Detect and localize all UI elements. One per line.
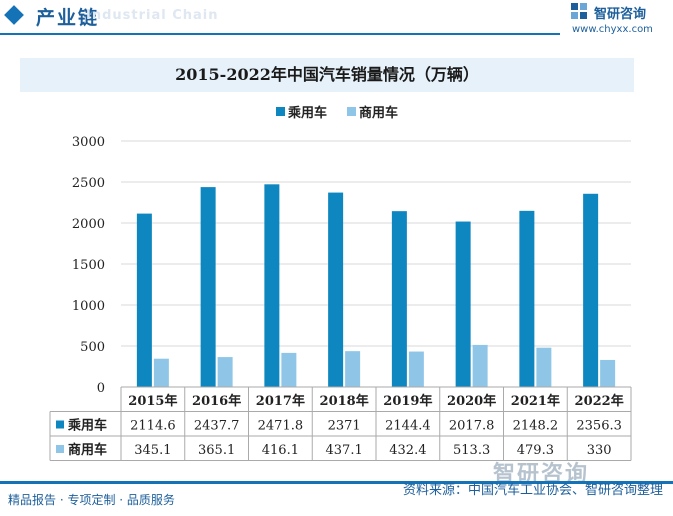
data-label: 345.1 — [134, 443, 171, 458]
source-note: 资料来源：中国汽车工业协会、智研咨询整理 — [402, 483, 663, 498]
data-label: 2148.2 — [513, 419, 559, 434]
bar — [408, 351, 424, 387]
x-tick-label: 2019年 — [383, 393, 432, 409]
legend-label: 商用车 — [359, 105, 398, 121]
bar — [153, 358, 169, 387]
x-tick-label: 2015年 — [128, 393, 177, 409]
bar — [600, 359, 616, 387]
legend-label: 乘用车 — [287, 105, 327, 121]
data-label: 432.4 — [389, 443, 426, 458]
x-tick-label: 2022年 — [575, 393, 624, 409]
y-tick-label: 500 — [80, 340, 105, 355]
legend-swatch — [276, 107, 285, 116]
data-label: 365.1 — [198, 443, 235, 458]
header-divider — [0, 33, 560, 35]
x-tick-label: 2018年 — [320, 393, 369, 409]
y-tick-label: 3000 — [72, 135, 105, 150]
data-label: 437.1 — [326, 443, 363, 458]
y-tick-label: 1000 — [72, 299, 105, 314]
data-label: 416.1 — [262, 443, 299, 458]
data-label: 2144.4 — [385, 419, 431, 434]
data-label: 2017.8 — [449, 419, 495, 434]
brand-logo-icon — [571, 3, 587, 19]
section-title: 产业链 — [36, 7, 100, 29]
data-label: 2471.8 — [258, 419, 304, 434]
footer-divider — [0, 481, 673, 484]
data-label: 2114.6 — [130, 419, 176, 434]
bar — [472, 344, 488, 387]
data-label: 2356.3 — [576, 419, 622, 434]
bar — [391, 211, 407, 387]
data-label: 2371 — [328, 419, 361, 434]
y-tick-label: 0 — [97, 381, 105, 396]
table-legend-swatch — [56, 445, 64, 453]
bar — [281, 352, 297, 387]
bar — [583, 193, 599, 387]
data-label: 513.3 — [453, 443, 490, 458]
x-tick-label: 2020年 — [447, 393, 496, 409]
bar — [519, 210, 535, 387]
chart-title: 2015-2022年中国汽车销量情况（万辆） — [175, 65, 479, 84]
table-legend-swatch — [56, 420, 64, 429]
bar — [264, 184, 280, 387]
header: 产业链 Industrial Chain 智研咨询 www.chyxx.com — [0, 0, 673, 44]
bar — [328, 192, 344, 387]
brand-name: 智研咨询 — [594, 7, 647, 22]
x-tick-label: 2017年 — [256, 393, 305, 409]
table-series-label: 乘用车 — [67, 418, 107, 434]
y-tick-label: 1500 — [72, 258, 105, 273]
chart-title-band: 2015-2022年中国汽车销量情况（万辆） — [20, 58, 634, 92]
bar — [217, 357, 233, 387]
legend-swatch — [347, 107, 356, 116]
y-tick-label: 2500 — [72, 176, 105, 191]
table-series-label: 商用车 — [68, 442, 107, 458]
footer-slogan: 精品报告 · 专项定制 · 品质服务 — [8, 493, 175, 507]
x-tick-label: 2021年 — [511, 393, 560, 409]
data-label: 2437.7 — [194, 419, 240, 434]
brand-url: www.chyxx.com — [572, 24, 653, 35]
x-tick-label: 2016年 — [192, 393, 241, 409]
data-label: 479.3 — [517, 443, 554, 458]
bar — [345, 351, 361, 387]
section-subtitle: Industrial Chain — [86, 8, 219, 23]
bar — [536, 347, 552, 387]
data-label: 330 — [587, 443, 612, 458]
y-tick-label: 2000 — [72, 217, 105, 232]
bar — [455, 221, 471, 387]
bar — [200, 187, 216, 387]
bar — [136, 213, 152, 387]
